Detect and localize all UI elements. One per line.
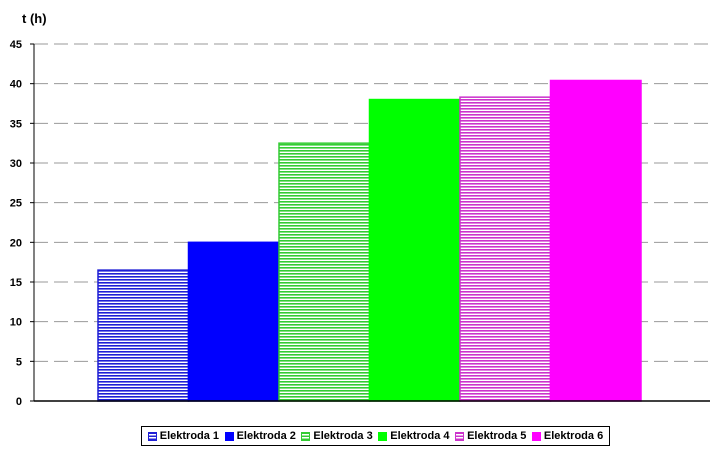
legend-item: Elektroda 4: [378, 430, 450, 442]
bars: [97, 79, 642, 402]
legend-item: Elektroda 6: [531, 430, 604, 442]
legend-item: Elektroda 5: [455, 430, 526, 442]
y-tick-label: 35: [10, 118, 22, 130]
y-tick-label: 30: [10, 158, 22, 170]
legend-swatch: [301, 431, 311, 441]
bar-elektroda-4: [368, 98, 461, 402]
y-tick-label: 5: [16, 356, 22, 368]
y-tick-label: 10: [10, 317, 22, 329]
axes: [30, 43, 710, 402]
y-tick-label: 40: [10, 79, 22, 91]
legend-label: Elektroda 6: [543, 430, 604, 442]
legend-swatch: [224, 431, 234, 441]
legend-label: Elektroda 5: [467, 430, 527, 442]
bar-elektroda-3: [278, 142, 371, 402]
legend-swatch: [378, 431, 388, 441]
legend: Elektroda 1 Elektroda 2 Elektroda 3 Elektro…: [141, 426, 610, 446]
y-tick-label: 15: [10, 277, 22, 289]
legend-label: Elektroda 3: [313, 430, 373, 442]
bar-elektroda-5: [459, 96, 552, 402]
legend-label: Elektroda 4: [390, 430, 450, 442]
legend-item: Elektroda 2: [224, 430, 296, 442]
bar-elektroda-2: [187, 241, 280, 402]
bar-elektroda-6: [549, 79, 642, 402]
y-tick-label: 25: [10, 198, 22, 210]
legend-label: Elektroda 2: [236, 430, 296, 442]
y-tick-label: 45: [10, 39, 22, 51]
legend-label: Elektroda 1: [159, 430, 220, 442]
y-tick-labels: 0 5 10 15 20 25 30 35 40 45: [10, 39, 22, 408]
legend-swatch: [147, 431, 157, 441]
y-axis-title: t (h): [22, 11, 47, 26]
legend-swatch: [455, 431, 465, 441]
legend-item: Elektroda 3: [301, 430, 373, 442]
y-tick-label: 0: [16, 396, 22, 408]
legend-item: Elektroda 1: [147, 430, 220, 442]
y-tick-label: 20: [10, 237, 22, 249]
legend-swatch: [531, 431, 541, 441]
bar-elektroda-1: [97, 269, 190, 402]
